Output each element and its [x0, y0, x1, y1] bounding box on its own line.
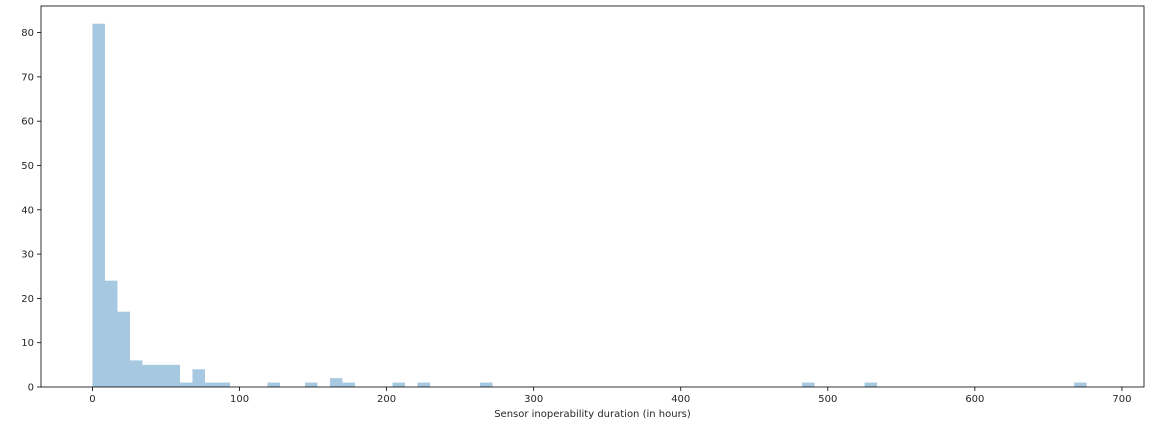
histogram-bar [267, 382, 280, 387]
histogram-bar [864, 382, 878, 387]
histogram-bar [104, 280, 118, 387]
histogram-bar [329, 378, 343, 387]
histogram-bar [417, 382, 430, 387]
histogram-bar [92, 23, 105, 388]
x-axis-label: Sensor inoperability duration (in hours) [494, 409, 691, 420]
x-tick-label: 100 [230, 394, 249, 405]
x-tick-label: 0 [89, 394, 95, 405]
y-axis-ticks: 0 10 20 30 40 50 60 70 80 [21, 28, 41, 394]
histogram-bar [154, 364, 168, 387]
x-tick-label: 200 [377, 394, 396, 405]
x-tick-label: 400 [671, 394, 690, 405]
histogram-bar [129, 360, 143, 387]
histogram-bar [204, 382, 218, 387]
histogram-bar [167, 364, 180, 387]
histogram-bar [304, 382, 318, 387]
y-tick-label: 70 [21, 72, 34, 83]
histogram-bars [92, 23, 1087, 388]
x-tick-label: 500 [818, 394, 837, 405]
y-tick-label: 0 [28, 383, 34, 394]
x-tick-label: 300 [524, 394, 543, 405]
histogram-bar [802, 382, 815, 387]
histogram-bar [392, 382, 405, 387]
y-tick-label: 80 [21, 28, 34, 39]
histogram-bar [217, 382, 230, 387]
y-tick-label: 20 [21, 294, 34, 305]
y-tick-label: 60 [21, 117, 34, 128]
y-tick-label: 50 [21, 161, 34, 172]
histogram-bar [117, 311, 130, 387]
y-tick-label: 40 [21, 205, 34, 216]
plot-frame [40, 5, 1145, 388]
x-tick-label: 700 [1112, 394, 1131, 405]
histogram-bar [342, 382, 355, 387]
histogram-bar [142, 364, 155, 387]
histogram-bar [179, 382, 193, 387]
histogram-bar [192, 369, 205, 387]
histogram-bar [479, 382, 493, 387]
x-tick-label: 600 [965, 394, 984, 405]
y-tick-label: 30 [21, 250, 34, 261]
histogram-bar [1074, 382, 1087, 387]
y-tick-label: 10 [21, 338, 34, 349]
x-axis-ticks: 0 100 200 300 400 500 600 700 [89, 387, 1131, 405]
